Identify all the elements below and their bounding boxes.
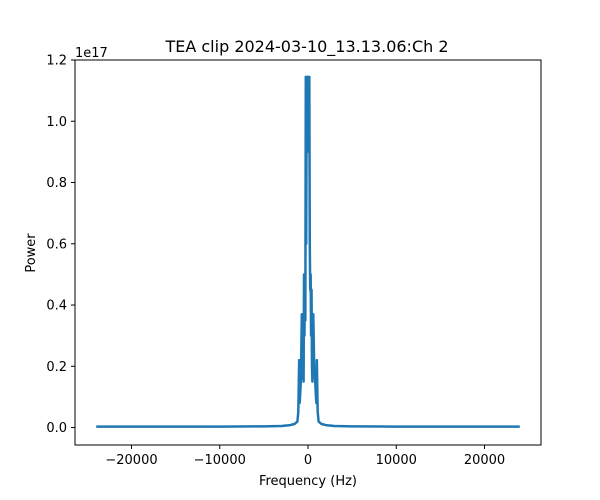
y-tick-label: 0.4 xyxy=(46,299,67,314)
y-axis-ticks: 0.0 0.2 0.4 0.6 0.8 1.0 1.2 xyxy=(46,54,75,436)
y-tick-label: 0.0 xyxy=(46,421,67,436)
x-tick-label: 0 xyxy=(304,453,312,468)
y-offset-label: 1e17 xyxy=(75,46,108,61)
x-tick-label: 10000 xyxy=(376,453,417,468)
y-tick-label: 1.2 xyxy=(46,54,67,69)
chart-title: TEA clip 2024-03-10_13.13.06:Ch 2 xyxy=(164,37,448,57)
y-tick-label: 1.0 xyxy=(46,115,67,130)
y-tick-label: 0.2 xyxy=(46,360,67,375)
y-tick-label: 0.6 xyxy=(46,237,67,252)
x-axis-ticks: −20000 −10000 0 10000 20000 xyxy=(105,445,505,468)
y-axis-label: Power xyxy=(24,233,39,273)
series-line xyxy=(96,75,520,428)
plot-area xyxy=(96,75,520,428)
x-tick-label: −10000 xyxy=(194,453,246,468)
x-tick-label: −20000 xyxy=(105,453,157,468)
axes-frame xyxy=(74,59,542,446)
x-tick-label: 20000 xyxy=(464,453,505,468)
x-axis-label: Frequency (Hz) xyxy=(259,474,357,489)
y-tick-label: 0.8 xyxy=(46,176,67,191)
